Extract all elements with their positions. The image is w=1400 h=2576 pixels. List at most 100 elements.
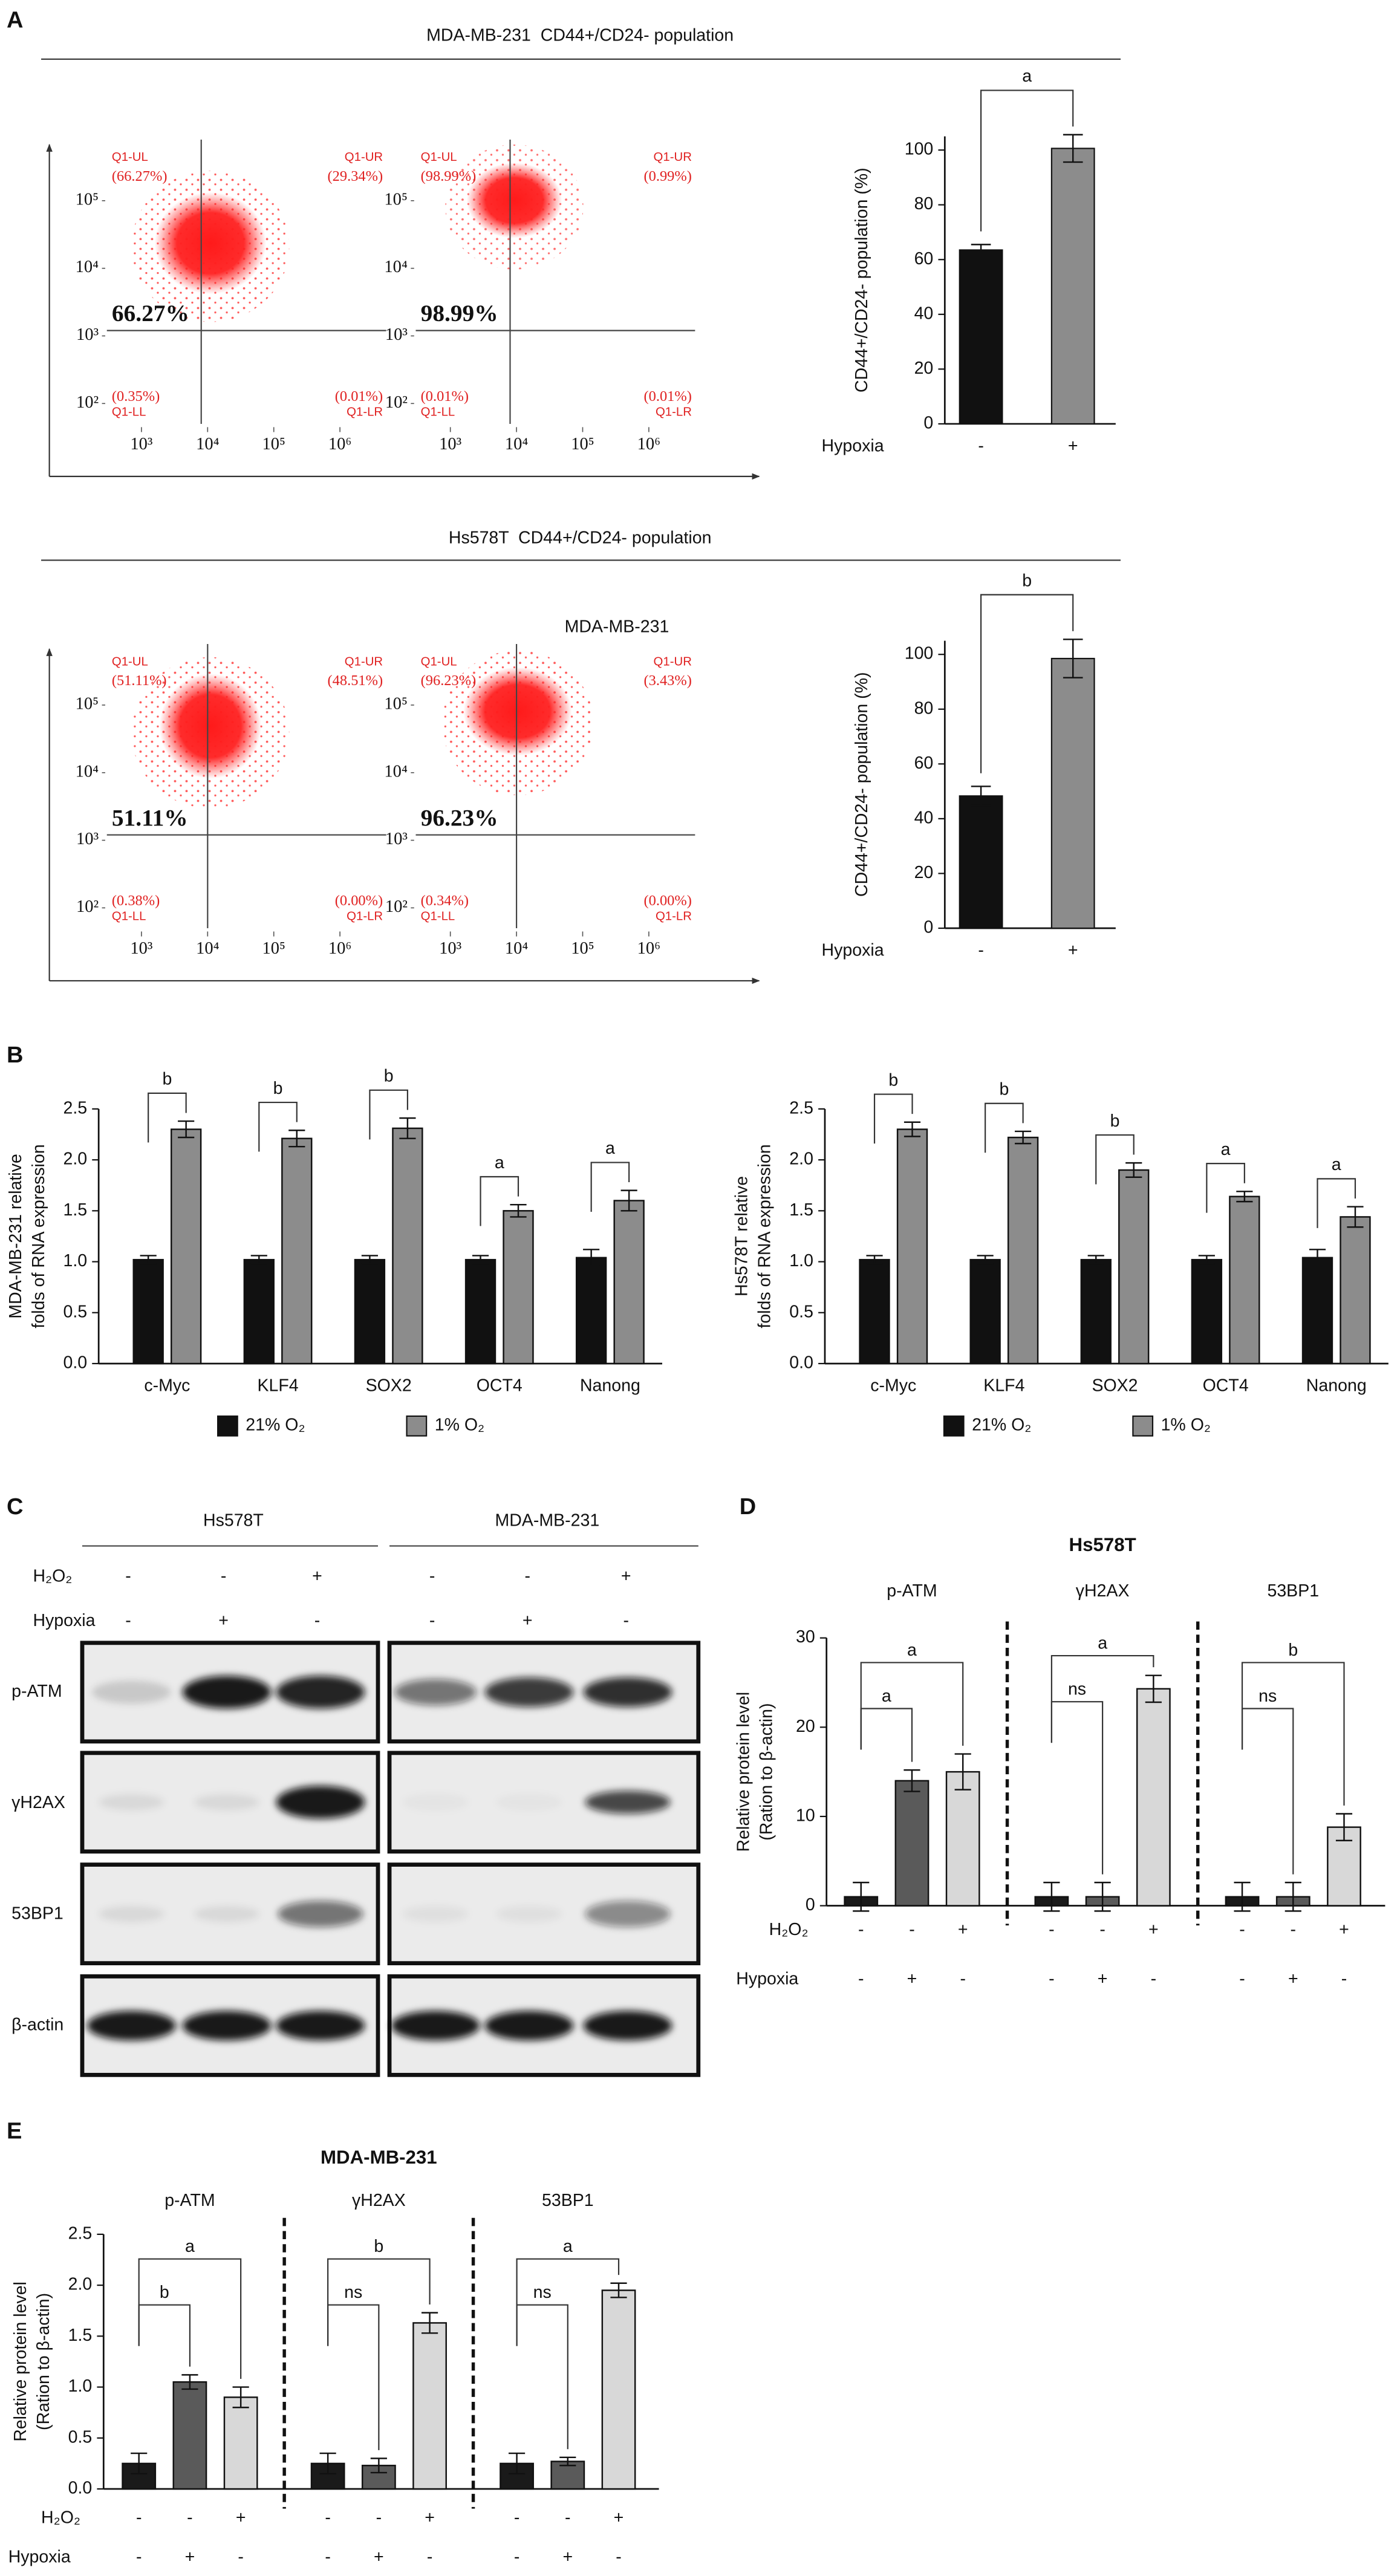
bar (1080, 1258, 1112, 1365)
x-tick-label: 10⁵ (571, 939, 594, 958)
y-tick-label: 20 (796, 1717, 815, 1736)
x-tick-label: 10⁴ (196, 939, 220, 958)
treatment-sign: - (125, 1611, 131, 1630)
treatment-sign: - (565, 2508, 570, 2527)
quadrant-name: Q1-UL (112, 151, 148, 164)
error-bar (1094, 1881, 1111, 1912)
gated-percent: 66.27% (112, 300, 189, 327)
y-axis-label: Relative protein level (734, 1692, 753, 1852)
band (394, 1679, 477, 1706)
x-tick-label: 10⁶ (328, 939, 351, 958)
quadrant-name: Q1-LR (656, 909, 692, 923)
error-bar (620, 1189, 637, 1212)
quadrant-name: Q1-LL (421, 405, 455, 418)
treatment-sign: - (1049, 1969, 1055, 1988)
category-label: KLF4 (257, 1376, 298, 1396)
category-label: 53BP1 (542, 2191, 594, 2210)
y-tick-label: 10⁴ (76, 258, 99, 276)
quadrant-name: Q1-UR (345, 151, 383, 164)
section-title: Hs578T CD44+/CD24- population (449, 529, 712, 548)
treatment-sign: - (221, 1567, 227, 1586)
y-tick-label: 10² (76, 897, 99, 916)
y-tick-label: 0.0 (68, 2479, 93, 2498)
y-tick-label: 0.5 (789, 1302, 813, 1321)
y-tick-label: 1.5 (789, 1200, 813, 1220)
x-tick-label: 10⁶ (637, 939, 660, 958)
event-core (463, 667, 572, 756)
quadrant-percent: (0.34%) (421, 893, 469, 909)
y-tick-label: 10⁵ (384, 695, 407, 714)
error-bar (1347, 1206, 1364, 1228)
significance-bracket (327, 2258, 431, 2346)
error-bar (971, 244, 991, 256)
significance-label: a (563, 2237, 573, 2256)
y-tick-label: 2.5 (789, 1098, 813, 1117)
quadrant-name: Q1-UL (421, 151, 457, 164)
x-tick-label: 10⁴ (196, 435, 220, 454)
band (484, 1677, 574, 1707)
y-axis-label: CD44+/CD24- population (%) (852, 168, 871, 392)
error-bar (181, 2374, 198, 2390)
quadrant-percent: (98.99%) (421, 168, 477, 184)
treatment-sign: - (1151, 1969, 1157, 1988)
band (194, 1905, 260, 1922)
legend-label: 21% O₂ (246, 1416, 305, 1435)
x-tick-label: 10⁵ (262, 939, 285, 958)
band (92, 1680, 171, 1704)
chart-title: Hs578T (1069, 1534, 1136, 1555)
significance-bracket (1095, 1134, 1135, 1185)
significance-label: b (999, 1080, 1009, 1099)
significance-label: b (160, 2283, 169, 2302)
y-tick-label: 1.0 (63, 1251, 87, 1270)
significance-label: ns (1068, 1680, 1086, 1699)
panel-label: D (740, 1494, 756, 1520)
y-tick-label: 10⁴ (76, 762, 99, 781)
y-tick-label: 60 (914, 753, 934, 773)
band (182, 1676, 272, 1709)
category-label: SOX2 (1092, 1376, 1138, 1396)
y-tick-label: 1.5 (68, 2326, 93, 2345)
treatment-label: H₂O₂ (41, 2508, 80, 2527)
error-bar (319, 2452, 336, 2474)
quadrant-name: Q1-UR (654, 655, 692, 668)
treatment-sign: - (1099, 1920, 1105, 1939)
western-blot (80, 1545, 701, 2077)
significance-bracket (1317, 1178, 1356, 1228)
x-tick-label: 10⁶ (328, 435, 351, 454)
significance-label: a (605, 1139, 615, 1158)
panel-label: E (7, 2119, 22, 2144)
significance-bracket (148, 1092, 187, 1143)
treatment-sign: - (325, 2508, 331, 2527)
y-tick-label: 0.0 (63, 1353, 87, 1373)
treatment-sign: + (958, 1920, 968, 1939)
x-tick-label: 10⁴ (505, 939, 529, 958)
treatment-sign: - (1049, 1920, 1055, 1939)
protein-label: 53BP1 (11, 1904, 63, 1924)
category-label: SOX2 (366, 1376, 412, 1396)
y-tick-label: 10⁴ (384, 258, 408, 276)
gated-percent: 98.99% (421, 300, 498, 327)
quadrant-percent: (0.01%) (644, 388, 692, 405)
category-label: OCT4 (1203, 1376, 1249, 1396)
treatment-sign: + (907, 1969, 917, 1988)
treatment-sign: + (218, 1611, 229, 1630)
significance-label: b (163, 1070, 172, 1089)
y-tick-label: 10 (796, 1806, 815, 1825)
error-bar (232, 2386, 249, 2408)
treatment-sign: - (238, 2548, 244, 2567)
band (403, 1794, 469, 1810)
treatment-sign: - (1239, 1920, 1245, 1939)
y-tick-label: 10³ (76, 325, 99, 344)
treatment-sign: + (312, 1567, 322, 1586)
treatment-sign: - (858, 1920, 864, 1939)
y-axis-label: MDA-MB-231 relative (6, 1154, 25, 1319)
bar (613, 1200, 645, 1365)
significance-label: b (374, 2237, 383, 2256)
y-tick-label: 10⁵ (76, 695, 99, 714)
y-tick-label: 1.5 (63, 1200, 87, 1220)
bar (464, 1258, 497, 1365)
band (484, 2011, 574, 2041)
band (583, 2011, 672, 2041)
bar (1007, 1136, 1039, 1365)
error-bar (1198, 1255, 1215, 1265)
